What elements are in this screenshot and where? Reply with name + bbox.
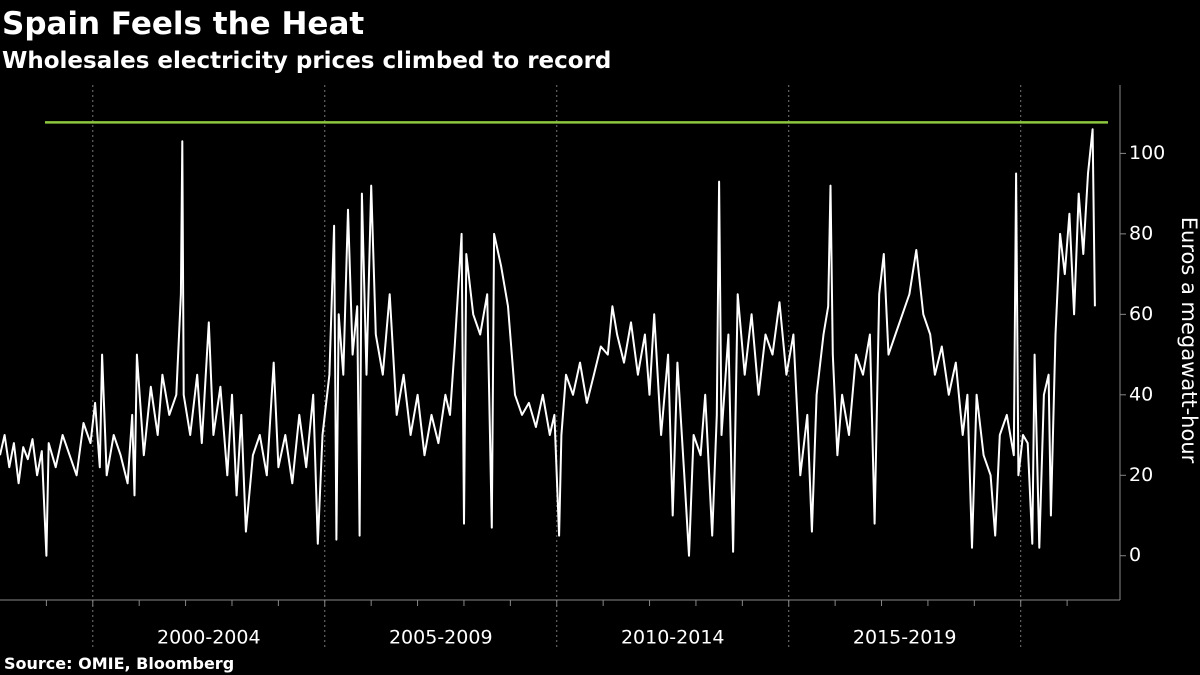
x-tick-label: 2005-2009: [389, 627, 493, 649]
x-tick-label: 2015-2019: [853, 627, 957, 649]
x-tick-label: 2000-2004: [157, 627, 261, 649]
x-tick-label: 2010-2014: [621, 627, 725, 649]
y-tick-label: 40: [1129, 383, 1153, 405]
y-tick-label: 80: [1129, 222, 1153, 244]
chart-subtitle: Wholesales electricity prices climbed to…: [2, 48, 611, 74]
y-axis-label: Euros a megawatt-hour: [1177, 217, 1200, 464]
y-tick-label: 0: [1129, 544, 1141, 566]
source: Source: OMIE, Bloomberg: [4, 654, 234, 673]
y-tick-label: 20: [1129, 464, 1153, 486]
y-tick-label: 100: [1129, 142, 1165, 164]
y-tick-label: 60: [1129, 303, 1153, 325]
line: [0, 128, 1096, 557]
chart-title: Spain Feels the Heat: [2, 6, 364, 42]
